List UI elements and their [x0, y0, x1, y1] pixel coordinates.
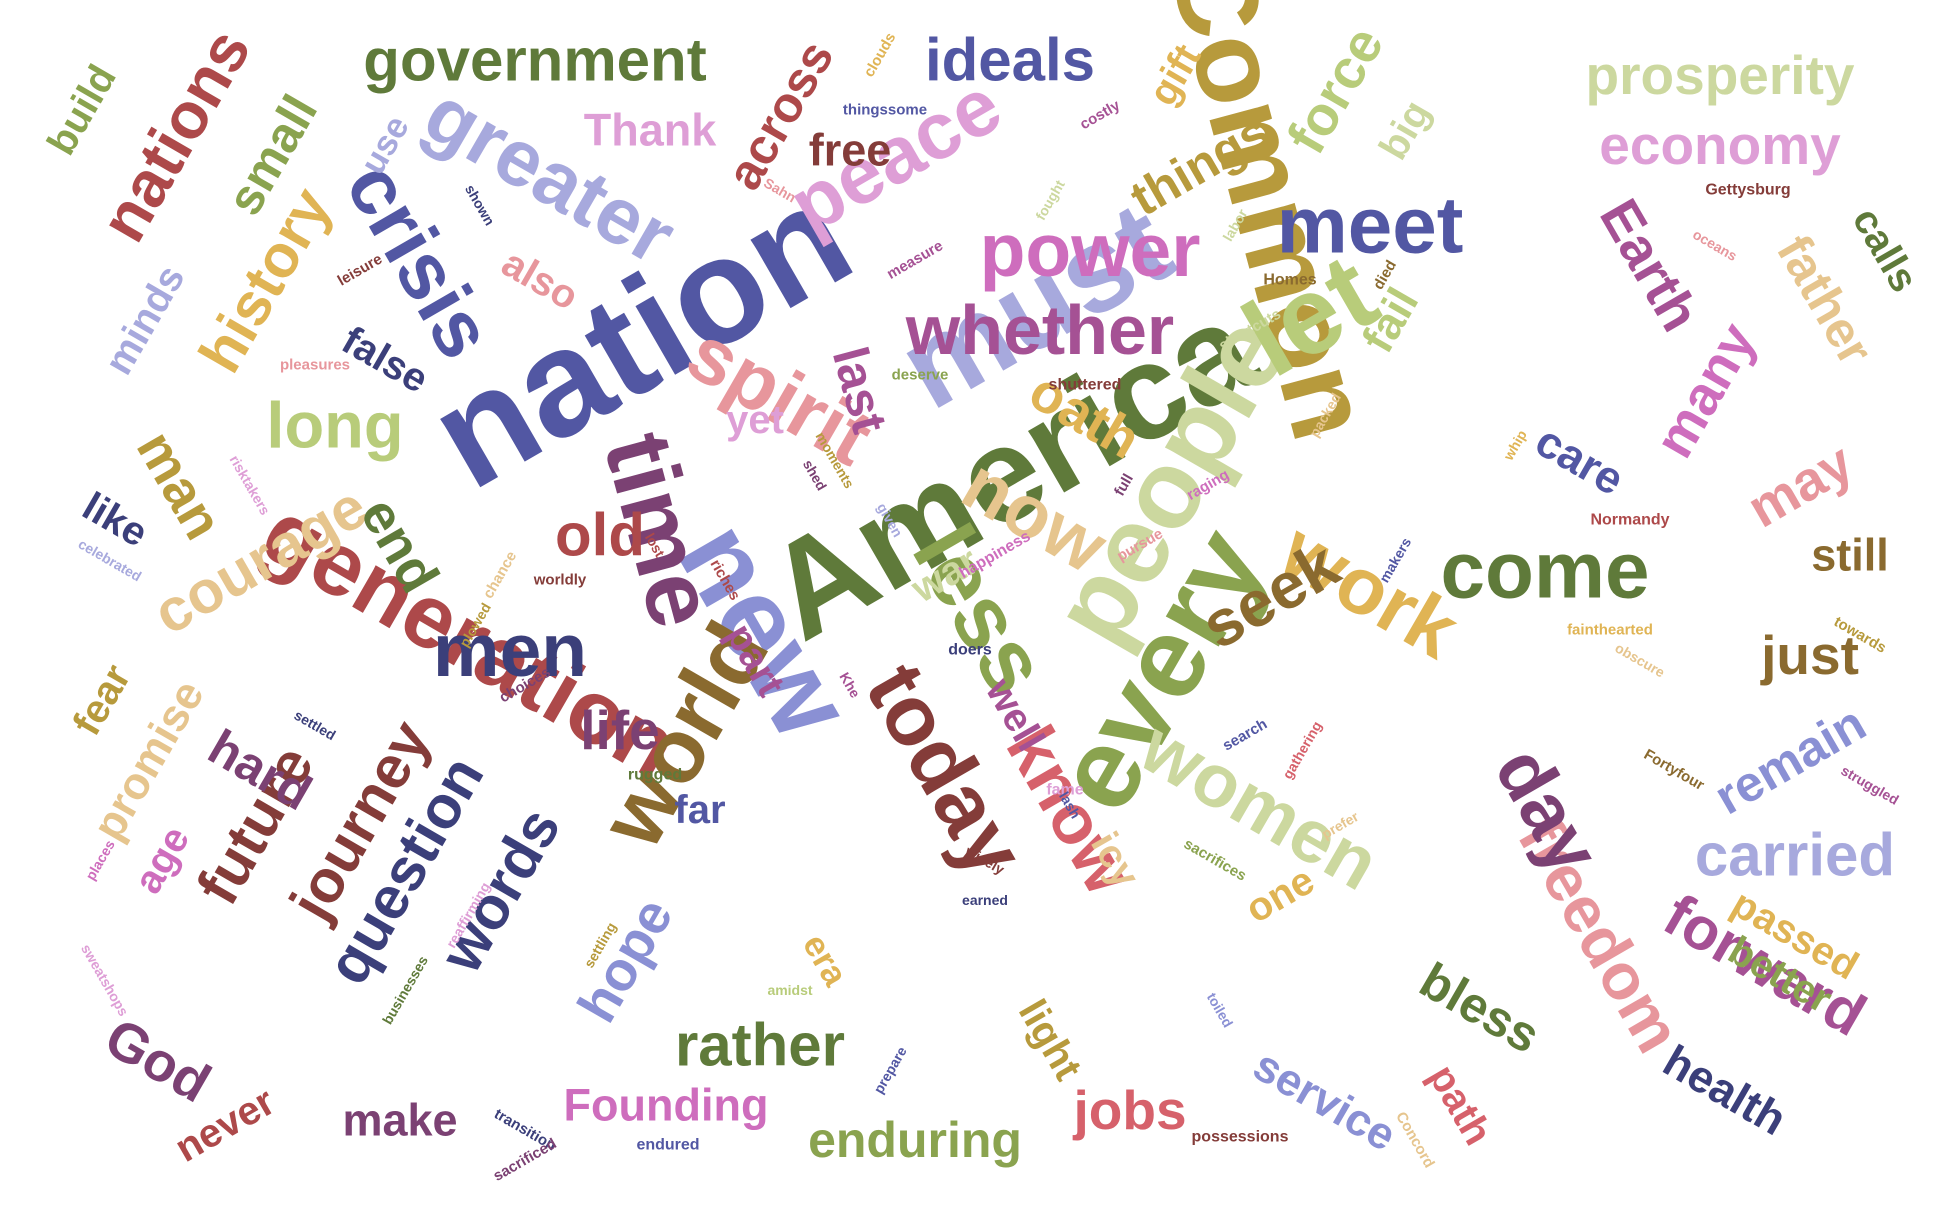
word-government: government: [363, 27, 706, 94]
word-concord: Concord: [1392, 1109, 1438, 1171]
word-sweatshops: sweatshops: [78, 941, 132, 1019]
word-old: old: [555, 502, 645, 569]
word-prepare: prepare: [870, 1044, 910, 1097]
word-deserve: deserve: [892, 367, 949, 384]
word-bless: bless: [1411, 952, 1550, 1064]
word-calls: calls: [1844, 200, 1927, 299]
word-possessions: possessions: [1192, 1129, 1289, 1146]
word-minds: minds: [96, 258, 193, 382]
word-pleasures: pleasures: [280, 357, 350, 374]
word-founding: Founding: [564, 1080, 769, 1131]
word-sacrificed: sacrificed: [490, 1135, 559, 1185]
word-big: big: [1371, 93, 1439, 167]
word-free: free: [809, 125, 892, 176]
word-whip: whip: [1500, 427, 1530, 463]
word-endured: endured: [636, 1137, 699, 1154]
word-chance: chance: [480, 548, 521, 601]
word-toiled: toiled: [1204, 990, 1237, 1030]
word-age: age: [126, 819, 199, 901]
word-fame: fame: [1046, 782, 1083, 799]
word-gathering: gathering: [1279, 718, 1325, 781]
word-rather: rather: [675, 1012, 845, 1079]
word-ideals: ideals: [925, 27, 1095, 94]
word-nations: nations: [86, 17, 265, 254]
word-fainthearted: fainthearted: [1567, 622, 1653, 639]
word-enduring: enduring: [808, 1112, 1022, 1168]
word-shuttered: shuttered: [1049, 377, 1122, 394]
word-yet: yet: [726, 398, 784, 442]
word-may: may: [1737, 430, 1864, 539]
word-long: long: [266, 389, 403, 462]
word-obscure: obscure: [1612, 639, 1667, 680]
word-costly: costly: [1077, 96, 1124, 133]
word-earth: Earth: [1588, 189, 1712, 342]
word-just: just: [1760, 624, 1859, 686]
word-amidst: amidst: [767, 982, 812, 998]
word-settled: settled: [291, 707, 338, 743]
word-places: places: [82, 837, 118, 883]
word-care: care: [1527, 415, 1633, 505]
word-doers: doers: [948, 642, 992, 659]
word-come: come: [1441, 526, 1650, 615]
word-homes: Homes: [1263, 272, 1316, 289]
word-earned: earned: [962, 892, 1008, 908]
word-prosperity: prosperity: [1586, 44, 1855, 106]
word-rugged: rugged: [628, 767, 682, 784]
word-light: light: [1010, 992, 1090, 1087]
word-jobs: jobs: [1072, 1079, 1186, 1141]
word-worldly: worldly: [533, 572, 587, 589]
word-fear: fear: [65, 657, 140, 743]
word-normandy: Normandy: [1590, 512, 1669, 529]
word-still: still: [1811, 530, 1889, 581]
word-measure: measure: [884, 237, 946, 283]
word-economy: economy: [1599, 114, 1841, 176]
word-whether: whether: [905, 291, 1174, 369]
word-oceans: oceans: [1690, 226, 1740, 264]
word-thank: Thank: [584, 105, 717, 156]
word-life: life: [580, 699, 659, 761]
word-fortyfour: Fortyfour: [1641, 746, 1707, 794]
word-carried: carried: [1695, 822, 1895, 889]
word-clouds: clouds: [861, 30, 900, 80]
word-make: make: [342, 1095, 457, 1146]
word-meet: meet: [1277, 181, 1464, 270]
word-god: God: [95, 1006, 221, 1115]
word-build: build: [39, 58, 125, 163]
word-path: path: [1420, 1057, 1500, 1152]
word-thingssome: thingssome: [843, 102, 927, 119]
word-far: far: [674, 788, 725, 832]
word-remain: remain: [1705, 695, 1875, 825]
word-power: power: [980, 208, 1201, 292]
word-risktakers: risktakers: [227, 452, 274, 517]
word-health: health: [1655, 1035, 1795, 1145]
word-struggled: struggled: [1838, 762, 1901, 808]
word-gettysburg: Gettysburg: [1705, 182, 1790, 199]
word-sacrifices: sacrifices: [1181, 835, 1249, 884]
word-men: men: [433, 608, 587, 692]
